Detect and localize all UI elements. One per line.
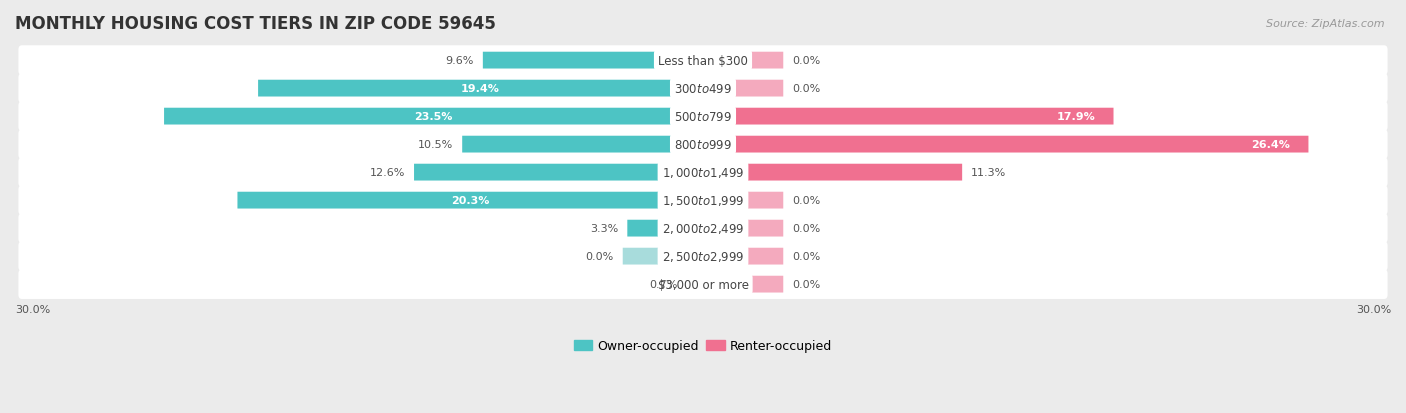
FancyBboxPatch shape: [18, 130, 1388, 159]
FancyBboxPatch shape: [703, 248, 783, 265]
FancyBboxPatch shape: [18, 74, 1388, 104]
Legend: Owner-occupied, Renter-occupied: Owner-occupied, Renter-occupied: [568, 335, 838, 358]
Text: 9.6%: 9.6%: [446, 56, 474, 66]
FancyBboxPatch shape: [703, 52, 783, 69]
Text: 30.0%: 30.0%: [15, 304, 51, 315]
FancyBboxPatch shape: [259, 81, 703, 97]
Text: $800 to $999: $800 to $999: [673, 138, 733, 151]
Text: 0.0%: 0.0%: [585, 252, 613, 261]
Text: 0.0%: 0.0%: [793, 56, 821, 66]
FancyBboxPatch shape: [703, 192, 783, 209]
FancyBboxPatch shape: [238, 192, 703, 209]
Text: 3.3%: 3.3%: [591, 223, 619, 234]
Text: $1,500 to $1,999: $1,500 to $1,999: [662, 194, 744, 208]
Text: 11.3%: 11.3%: [972, 168, 1007, 178]
Text: 17.9%: 17.9%: [1056, 112, 1095, 122]
FancyBboxPatch shape: [18, 186, 1388, 216]
Text: 0.7%: 0.7%: [650, 280, 678, 290]
Text: 10.5%: 10.5%: [418, 140, 453, 150]
Text: $1,000 to $1,499: $1,000 to $1,499: [662, 166, 744, 180]
FancyBboxPatch shape: [165, 109, 703, 125]
Text: $500 to $799: $500 to $799: [673, 110, 733, 123]
Text: 0.0%: 0.0%: [793, 223, 821, 234]
FancyBboxPatch shape: [18, 270, 1388, 299]
FancyBboxPatch shape: [18, 102, 1388, 132]
FancyBboxPatch shape: [703, 109, 1114, 125]
Text: 12.6%: 12.6%: [370, 168, 405, 178]
FancyBboxPatch shape: [703, 276, 783, 293]
FancyBboxPatch shape: [463, 136, 703, 153]
Text: 20.3%: 20.3%: [451, 196, 489, 206]
FancyBboxPatch shape: [413, 164, 703, 181]
FancyBboxPatch shape: [703, 164, 962, 181]
FancyBboxPatch shape: [688, 276, 703, 293]
Text: Source: ZipAtlas.com: Source: ZipAtlas.com: [1267, 19, 1385, 28]
FancyBboxPatch shape: [18, 242, 1388, 271]
Text: Less than $300: Less than $300: [658, 55, 748, 67]
FancyBboxPatch shape: [18, 214, 1388, 243]
Text: 30.0%: 30.0%: [1355, 304, 1391, 315]
Text: $300 to $499: $300 to $499: [673, 83, 733, 95]
FancyBboxPatch shape: [703, 136, 1309, 153]
FancyBboxPatch shape: [627, 220, 703, 237]
FancyBboxPatch shape: [482, 52, 703, 69]
Text: 0.0%: 0.0%: [793, 252, 821, 261]
Text: 26.4%: 26.4%: [1251, 140, 1291, 150]
Text: 0.0%: 0.0%: [793, 280, 821, 290]
Text: $3,000 or more: $3,000 or more: [658, 278, 748, 291]
FancyBboxPatch shape: [703, 81, 783, 97]
FancyBboxPatch shape: [18, 46, 1388, 76]
Text: 23.5%: 23.5%: [415, 112, 453, 122]
FancyBboxPatch shape: [703, 220, 783, 237]
FancyBboxPatch shape: [18, 158, 1388, 188]
Text: 0.0%: 0.0%: [793, 196, 821, 206]
FancyBboxPatch shape: [623, 248, 703, 265]
Text: 19.4%: 19.4%: [461, 84, 501, 94]
Text: $2,000 to $2,499: $2,000 to $2,499: [662, 222, 744, 235]
Text: $2,500 to $2,999: $2,500 to $2,999: [662, 249, 744, 263]
Text: 0.0%: 0.0%: [793, 84, 821, 94]
Text: MONTHLY HOUSING COST TIERS IN ZIP CODE 59645: MONTHLY HOUSING COST TIERS IN ZIP CODE 5…: [15, 15, 496, 33]
